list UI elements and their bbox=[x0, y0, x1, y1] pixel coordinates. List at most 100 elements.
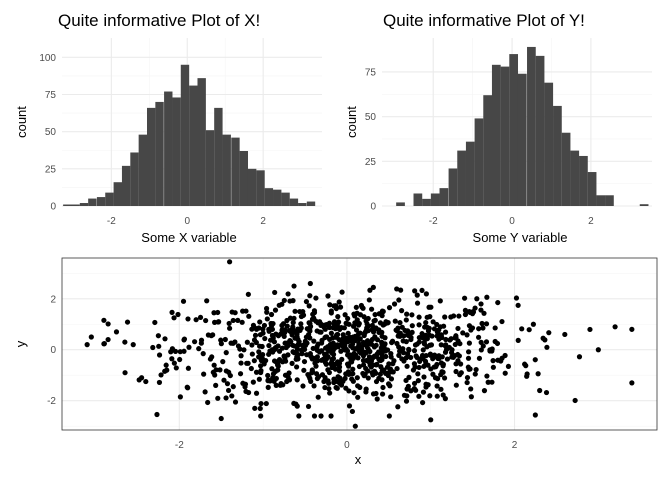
scatter-point bbox=[424, 336, 430, 342]
scatter-point bbox=[279, 359, 286, 365]
scatter-point bbox=[436, 355, 442, 362]
scatter-point bbox=[350, 345, 356, 351]
scatter-point bbox=[379, 391, 386, 397]
scatter-point bbox=[420, 389, 427, 395]
scatter-point bbox=[204, 298, 210, 304]
histogram-bar bbox=[535, 55, 545, 206]
scatter-point bbox=[515, 337, 521, 343]
scatter-point bbox=[394, 365, 400, 372]
histogram-bar bbox=[413, 193, 423, 206]
scatter-point bbox=[354, 375, 360, 381]
histogram-bar bbox=[205, 130, 215, 206]
scatter-point bbox=[428, 417, 434, 423]
scatter-point bbox=[196, 346, 202, 352]
scatter-point bbox=[177, 394, 183, 400]
scatter-point bbox=[478, 347, 484, 353]
scatter-ylabel: y bbox=[13, 340, 28, 347]
scatter-points bbox=[84, 259, 635, 429]
scatter-point bbox=[530, 321, 536, 327]
scatter-point bbox=[345, 330, 351, 336]
scatter-point bbox=[458, 370, 464, 376]
scatter-point bbox=[437, 298, 443, 304]
scatter-point bbox=[300, 383, 306, 389]
histogram-x-title: Quite informative Plot of X! bbox=[58, 11, 260, 30]
scatter-point bbox=[337, 304, 344, 310]
scatter-point bbox=[262, 335, 268, 342]
scatter-point bbox=[294, 364, 300, 370]
histogram-bar bbox=[130, 152, 139, 206]
scatter-point bbox=[299, 342, 305, 349]
scatter-point bbox=[307, 328, 313, 334]
scatter-point bbox=[420, 347, 426, 353]
scatter-point bbox=[156, 352, 163, 358]
scatter-point bbox=[441, 375, 448, 381]
scatter-point bbox=[245, 360, 251, 366]
scatter-point bbox=[357, 312, 364, 318]
scatter-point bbox=[416, 322, 422, 328]
scatter-point bbox=[216, 319, 222, 325]
scatter-point bbox=[363, 386, 369, 392]
scatter-point bbox=[322, 360, 329, 366]
scatter-point bbox=[264, 309, 270, 315]
histogram-y-title: Quite informative Plot of Y! bbox=[383, 11, 585, 30]
scatter-point bbox=[299, 351, 305, 357]
scatter-point bbox=[275, 333, 282, 339]
scatter-point bbox=[198, 337, 205, 343]
scatter-point bbox=[344, 348, 351, 354]
scatter-point bbox=[355, 383, 361, 389]
scatter-point bbox=[409, 312, 415, 318]
scatter-point bbox=[318, 329, 324, 335]
scatter-point bbox=[271, 339, 277, 345]
scatter-point bbox=[414, 354, 420, 361]
scatter-point bbox=[232, 399, 239, 405]
scatter-point bbox=[283, 344, 289, 351]
histogram-bar bbox=[222, 134, 231, 206]
scatter-point bbox=[379, 333, 385, 339]
x-tick-label: -2 bbox=[175, 440, 184, 451]
histogram-bar bbox=[138, 134, 148, 206]
scatter-point bbox=[354, 346, 360, 352]
scatter-point bbox=[442, 396, 448, 402]
scatter-point bbox=[359, 304, 365, 310]
scatter-point bbox=[307, 280, 313, 287]
scatter-point bbox=[279, 345, 286, 351]
scatter-point bbox=[266, 328, 272, 334]
scatter-point bbox=[264, 316, 270, 322]
scatter-point bbox=[275, 343, 281, 349]
scatter-point bbox=[171, 360, 177, 366]
scatter-point bbox=[371, 368, 378, 374]
scatter-point bbox=[412, 288, 418, 294]
scatter-point bbox=[416, 393, 422, 399]
scatter-point bbox=[339, 289, 345, 295]
scatter-point bbox=[162, 336, 168, 342]
scatter-point bbox=[265, 384, 271, 390]
histogram-bar bbox=[239, 150, 249, 206]
scatter-point bbox=[243, 388, 249, 395]
scatter-point bbox=[162, 368, 168, 374]
histogram-y-y-ticks: 0 25 50 75 bbox=[365, 67, 377, 212]
scatter-point bbox=[428, 366, 434, 372]
scatter-point bbox=[232, 310, 238, 316]
scatter-point bbox=[279, 322, 285, 329]
scatter-point bbox=[113, 329, 120, 335]
histogram-y-bars bbox=[396, 46, 649, 207]
scatter-point bbox=[298, 313, 305, 320]
scatter-point bbox=[480, 325, 486, 331]
scatter-point bbox=[238, 353, 244, 359]
scatter-point bbox=[88, 334, 94, 340]
scatter-point bbox=[242, 384, 248, 390]
scatter-point bbox=[404, 351, 411, 357]
scatter-point bbox=[258, 357, 264, 364]
scatter-point bbox=[369, 336, 376, 343]
scatter-point bbox=[227, 259, 233, 265]
scatter-point bbox=[462, 311, 469, 318]
scatter-point bbox=[385, 372, 391, 379]
scatter-point bbox=[406, 346, 412, 352]
scatter-point bbox=[423, 291, 429, 297]
scatter-point bbox=[438, 342, 444, 348]
scatter-point bbox=[468, 386, 474, 392]
scatter-point bbox=[227, 325, 233, 331]
histogram-bar bbox=[396, 202, 405, 206]
scatter-point bbox=[325, 293, 331, 299]
